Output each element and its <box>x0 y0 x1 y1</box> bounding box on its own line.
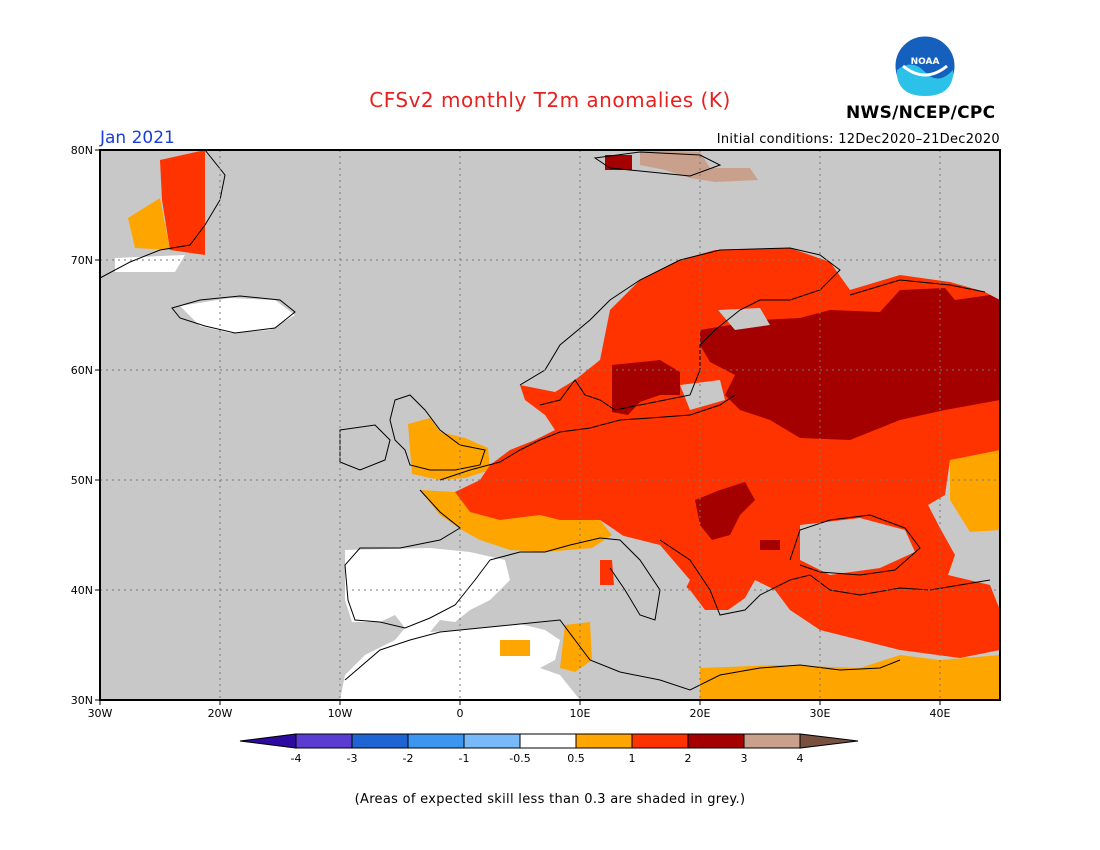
coastline-continent <box>439 394 736 481</box>
legend-tick-3: 3 <box>741 752 748 765</box>
agency-label: NWS/NCEP/CPC <box>846 103 996 123</box>
legend-bin-neg3-neg2 <box>351 733 409 749</box>
color-legend: -4 -3 -2 -1 -0.5 0.5 1 2 3 4 <box>239 733 859 765</box>
anomaly-orange-britain <box>408 418 490 480</box>
anomaly-darkred-svalbard <box>605 155 632 170</box>
anomaly-darkred-balkans <box>695 482 755 540</box>
low-skill-grey-finland-gulf <box>680 380 725 410</box>
legend-tick-neg2: -2 <box>403 752 414 765</box>
legend-tick-neg05: -0.5 <box>509 752 530 765</box>
legend-tick-neg3: -3 <box>347 752 358 765</box>
coastline-north-africa <box>344 619 901 691</box>
initial-conditions: Initial conditions: 12Dec2020–21Dec2020 <box>716 132 1000 147</box>
anomaly-fields <box>115 150 1000 700</box>
legend-bin-neg4-neg3 <box>295 733 353 749</box>
anomaly-orange-algeria-spot <box>500 640 530 656</box>
coastline-black-sea <box>789 514 921 576</box>
legend-tick-1: 1 <box>629 752 636 765</box>
anomaly-darkred-romania <box>760 540 780 550</box>
anomaly-orange-italy-tunisia <box>560 622 592 672</box>
legend-arrow-left <box>239 733 297 749</box>
neutral-region-iberia-africa <box>340 548 580 700</box>
anomaly-tan-arctic <box>640 150 758 182</box>
legend-bin-1-2 <box>631 733 689 749</box>
coastline-scandinavia <box>519 247 841 411</box>
low-skill-grey-sweden <box>718 308 770 330</box>
low-skill-grey-black-sea <box>800 518 915 575</box>
lat-tick-60n: 60N <box>71 364 93 377</box>
map-frame <box>99 149 1001 701</box>
lon-tick-0: 0 <box>457 707 464 720</box>
lon-tick-labels: 30W 20W 10W 0 10E 20E 30E 40E <box>88 707 951 720</box>
noaa-logo-text: NOAA <box>911 57 940 67</box>
legend-bin-neutral <box>519 733 577 749</box>
lat-tick-80n: 80N <box>71 144 93 157</box>
chart-title: CFSv2 monthly T2m anomalies (K) <box>369 88 731 112</box>
coastline-britain <box>389 394 486 471</box>
anomaly-orange-france <box>420 490 612 552</box>
lon-tick-20w: 20W <box>208 707 233 720</box>
legend-bin-05-1 <box>575 733 633 749</box>
lon-tick-30w: 30W <box>88 707 113 720</box>
legend-bin-neg2-neg1 <box>407 733 465 749</box>
coastline-balkans <box>659 539 991 616</box>
legend-bin-3-4 <box>743 733 801 749</box>
coastlines <box>100 150 991 691</box>
anomaly-darkred-russia <box>700 288 1000 440</box>
anomaly-red-greenland <box>160 150 205 255</box>
lon-tick-20e: 20E <box>690 707 711 720</box>
anomaly-orange-middle-east <box>700 655 1000 700</box>
coastline-iberia <box>344 489 491 629</box>
map-plot-area: 30W 20W 10W 0 10E 20E 30E 40E 80N 70N 60… <box>71 144 1001 720</box>
lat-tick-50n: 50N <box>71 474 93 487</box>
coastline-novaya <box>849 279 986 296</box>
lon-tick-10w: 10W <box>328 707 353 720</box>
legend-tick-4: 4 <box>797 752 804 765</box>
low-skill-grey-adriatic <box>620 535 690 600</box>
lon-tick-10e: 10E <box>570 707 591 720</box>
anomaly-darkred-baltic <box>612 360 680 415</box>
lat-tick-40n: 40N <box>71 584 93 597</box>
skill-footnote: (Areas of expected skill less than 0.3 a… <box>354 792 746 807</box>
coastline-greenland <box>100 150 226 279</box>
forecast-month: Jan 2021 <box>100 128 175 148</box>
lat-tick-70n: 70N <box>71 254 93 267</box>
lon-tick-40e: 40E <box>930 707 951 720</box>
coastline-svalbard <box>593 151 722 177</box>
anomaly-orange-greenland <box>128 198 170 250</box>
lon-tick-30e: 30E <box>810 707 831 720</box>
legend-tick-neg1: -1 <box>459 752 470 765</box>
tick-marks <box>95 149 941 705</box>
anomaly-red-sardinia <box>600 560 614 585</box>
legend-bin-neg1-neg05 <box>463 733 521 749</box>
legend-tick-05: 0.5 <box>567 752 585 765</box>
lat-tick-30n: 30N <box>71 694 93 707</box>
legend-arrow-right <box>799 733 859 749</box>
legend-bin-2-3 <box>687 733 745 749</box>
legend-tick-neg4: -4 <box>291 752 302 765</box>
gridlines <box>100 150 1000 700</box>
legend-tick-2: 2 <box>685 752 692 765</box>
coastline-iceland <box>171 295 296 334</box>
coastline-mediterranean-north <box>489 537 661 621</box>
lat-tick-labels: 80N 70N 60N 50N 40N 30N <box>71 144 93 707</box>
noaa-logo: NOAA <box>894 35 956 97</box>
legend-tick-labels: -4 -3 -2 -1 -0.5 0.5 1 2 3 4 <box>291 752 804 765</box>
neutral-region-iceland <box>180 298 295 333</box>
anomaly-orange-russia-east <box>950 450 1000 532</box>
neutral-region-greenland <box>115 255 185 272</box>
